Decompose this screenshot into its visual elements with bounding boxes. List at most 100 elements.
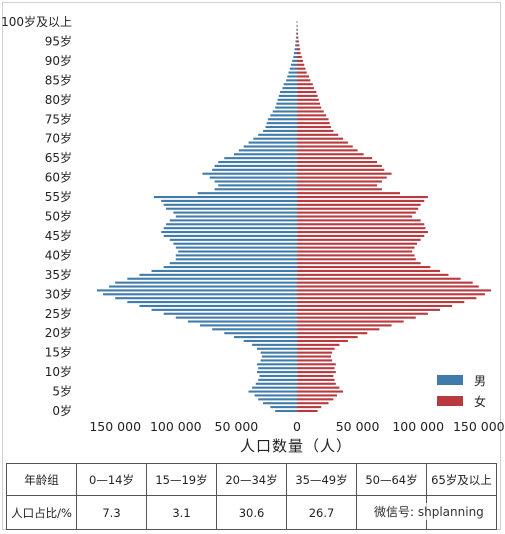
male-bar <box>259 374 297 378</box>
x-tick-label: 50 000 <box>336 419 380 434</box>
y-tick-label: 15岁 <box>45 345 72 360</box>
female-bar <box>297 363 336 366</box>
female-bar <box>297 32 298 35</box>
female-bar <box>297 188 382 191</box>
male-bar <box>252 386 297 389</box>
male-bar <box>127 277 297 280</box>
male-bar <box>292 59 297 62</box>
female-bar <box>297 277 461 280</box>
male-bar <box>248 141 297 144</box>
female-bar <box>297 106 322 109</box>
female-bar <box>297 312 428 315</box>
female-bar <box>297 114 327 117</box>
y-tick-label: 60岁 <box>45 170 72 185</box>
x-tick-label: 100 000 <box>392 419 444 434</box>
male-bar <box>166 207 297 210</box>
female-bar <box>297 172 392 175</box>
male-bar <box>253 137 297 140</box>
male-bar <box>175 316 297 319</box>
female-bar <box>297 55 302 59</box>
y-tick-label: 100岁及以上 <box>1 14 72 29</box>
male-bar <box>290 63 297 66</box>
male-bar <box>115 297 298 300</box>
female-bar <box>297 71 307 74</box>
male-bar <box>169 238 297 241</box>
female-bar <box>297 293 485 296</box>
female-bar <box>297 231 428 234</box>
male-bar <box>233 153 297 156</box>
female-bar <box>297 234 425 237</box>
male-bar <box>233 336 297 339</box>
male-bar <box>212 168 297 171</box>
female-bar <box>297 238 421 241</box>
female-bar <box>297 98 319 101</box>
male-bar <box>169 262 297 265</box>
male-bar <box>97 289 297 292</box>
male-bar <box>173 242 297 245</box>
y-tick-label: 75岁 <box>45 111 72 126</box>
y-tick-label: 90岁 <box>45 53 72 68</box>
male-bar <box>103 293 297 296</box>
male-bar <box>197 192 297 195</box>
female-bar <box>297 133 339 136</box>
female-bar <box>297 378 335 381</box>
y-tick-label: 65岁 <box>45 150 72 165</box>
male-bar <box>173 211 297 214</box>
male-bar <box>224 157 297 160</box>
y-tick-label: 0岁 <box>52 403 72 418</box>
female-bar <box>297 79 311 82</box>
male-bar <box>280 90 297 94</box>
male-bar <box>166 223 297 226</box>
table-cell: 20—34岁 <box>216 463 287 496</box>
y-tick-label: 25岁 <box>45 306 72 321</box>
female-bar <box>297 328 380 331</box>
female-bar <box>297 196 428 199</box>
female-bar <box>297 374 334 378</box>
male-bar <box>163 234 297 237</box>
male-bar <box>161 199 297 202</box>
table-header-row: 年龄组 0—14岁 15—19岁 20—34岁 35—49岁 50—64岁 65… <box>6 463 497 496</box>
male-bar <box>275 106 297 109</box>
x-tick-label: 150 000 <box>453 419 505 434</box>
table-cell: 35—49岁 <box>286 463 357 496</box>
male-bar <box>151 308 297 311</box>
female-bar <box>297 118 329 121</box>
male-bar <box>277 98 297 101</box>
male-bar <box>163 227 297 230</box>
male-bar <box>175 258 297 261</box>
female-bar <box>297 320 404 323</box>
female-bar <box>297 110 324 113</box>
male-bar <box>260 359 297 362</box>
male-bar <box>258 367 297 370</box>
female-bar <box>297 273 449 276</box>
male-bar <box>261 355 297 358</box>
male-bar <box>202 172 297 175</box>
male-bar <box>254 394 297 397</box>
male-bar <box>243 339 297 343</box>
male-bar <box>289 67 297 70</box>
male-bar <box>276 102 297 105</box>
male-bar <box>178 250 297 253</box>
male-bar <box>109 285 298 288</box>
table-cell: 15—19岁 <box>146 463 217 496</box>
female-bar <box>297 347 335 350</box>
male-bar <box>257 347 297 350</box>
male-bar <box>163 312 297 315</box>
male-bar <box>296 28 297 31</box>
male-bar <box>163 203 297 206</box>
male-bar <box>270 406 297 409</box>
female-bar <box>297 36 299 39</box>
female-bar <box>297 258 416 261</box>
female-bar <box>297 398 334 401</box>
female-bar <box>297 52 301 55</box>
female-bar <box>297 28 298 31</box>
female-bar <box>297 250 413 253</box>
female-bar <box>297 304 453 308</box>
female-bar <box>297 75 310 78</box>
female-bar <box>297 324 392 327</box>
female-bar <box>297 168 385 171</box>
female-bar <box>297 359 333 362</box>
table-cell: 7.3 <box>76 495 147 530</box>
female-bar <box>297 402 329 405</box>
female-bar <box>297 394 337 397</box>
